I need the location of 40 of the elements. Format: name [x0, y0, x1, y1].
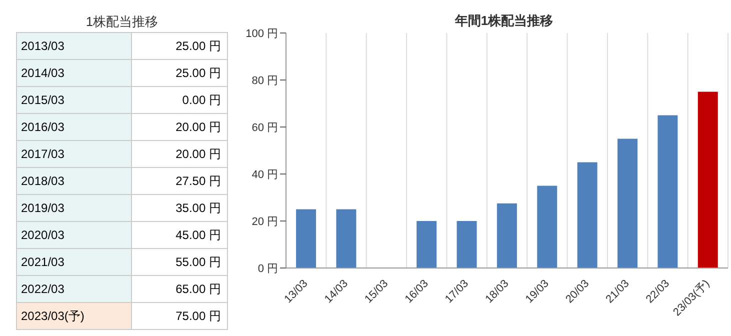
text: 20.00 円 [176, 120, 221, 134]
text: 27.50 円 [176, 174, 221, 188]
category-label: 2022/03 [16, 276, 132, 302]
bar [618, 138, 638, 268]
category-label: 2019/03 [16, 194, 132, 222]
y-tick-label: 80 円 [252, 74, 278, 87]
text: 45.00 円 [176, 228, 221, 242]
category-label: 2017/03 [16, 140, 132, 168]
text: 35.00 円 [176, 201, 221, 215]
y-tick-label: 60 円 [252, 122, 278, 134]
bar [296, 209, 316, 268]
category-label: 2020/03 [16, 222, 132, 248]
text: 75.00 円 [176, 309, 221, 323]
bar [416, 221, 437, 268]
text: 65.00 円 [176, 282, 221, 296]
text: 20.00 円 [176, 147, 221, 161]
y-tick-label: 100 円 [246, 28, 278, 40]
y-tick-label: 0 円 [258, 262, 278, 275]
category-label: 2015/03 [16, 86, 132, 114]
text: 25.00 円 [176, 66, 221, 80]
category-label: 2016/03 [16, 114, 132, 140]
category-label: 2023/03(予) [16, 302, 132, 330]
bar [336, 209, 356, 268]
text: 25.00 円 [176, 39, 221, 53]
bar [537, 186, 558, 268]
text: 0.00 円 [182, 93, 221, 107]
text: 55.00 円 [176, 255, 221, 269]
bar [496, 203, 517, 268]
bar [658, 115, 678, 268]
text: 1株配当推移 [84, 13, 160, 31]
bar [698, 92, 718, 268]
category-label: 2014/03 [16, 60, 132, 86]
y-tick-label: 40 円 [252, 168, 278, 181]
category-label: 2013/03 [16, 32, 132, 60]
bar [456, 221, 477, 268]
category-label: 2021/03 [16, 248, 132, 276]
y-tick-label: 20 円 [252, 216, 278, 228]
category-label: 2018/03 [16, 168, 132, 194]
chart-title: 年間1株配当推移 [454, 12, 554, 30]
bar [577, 162, 598, 268]
